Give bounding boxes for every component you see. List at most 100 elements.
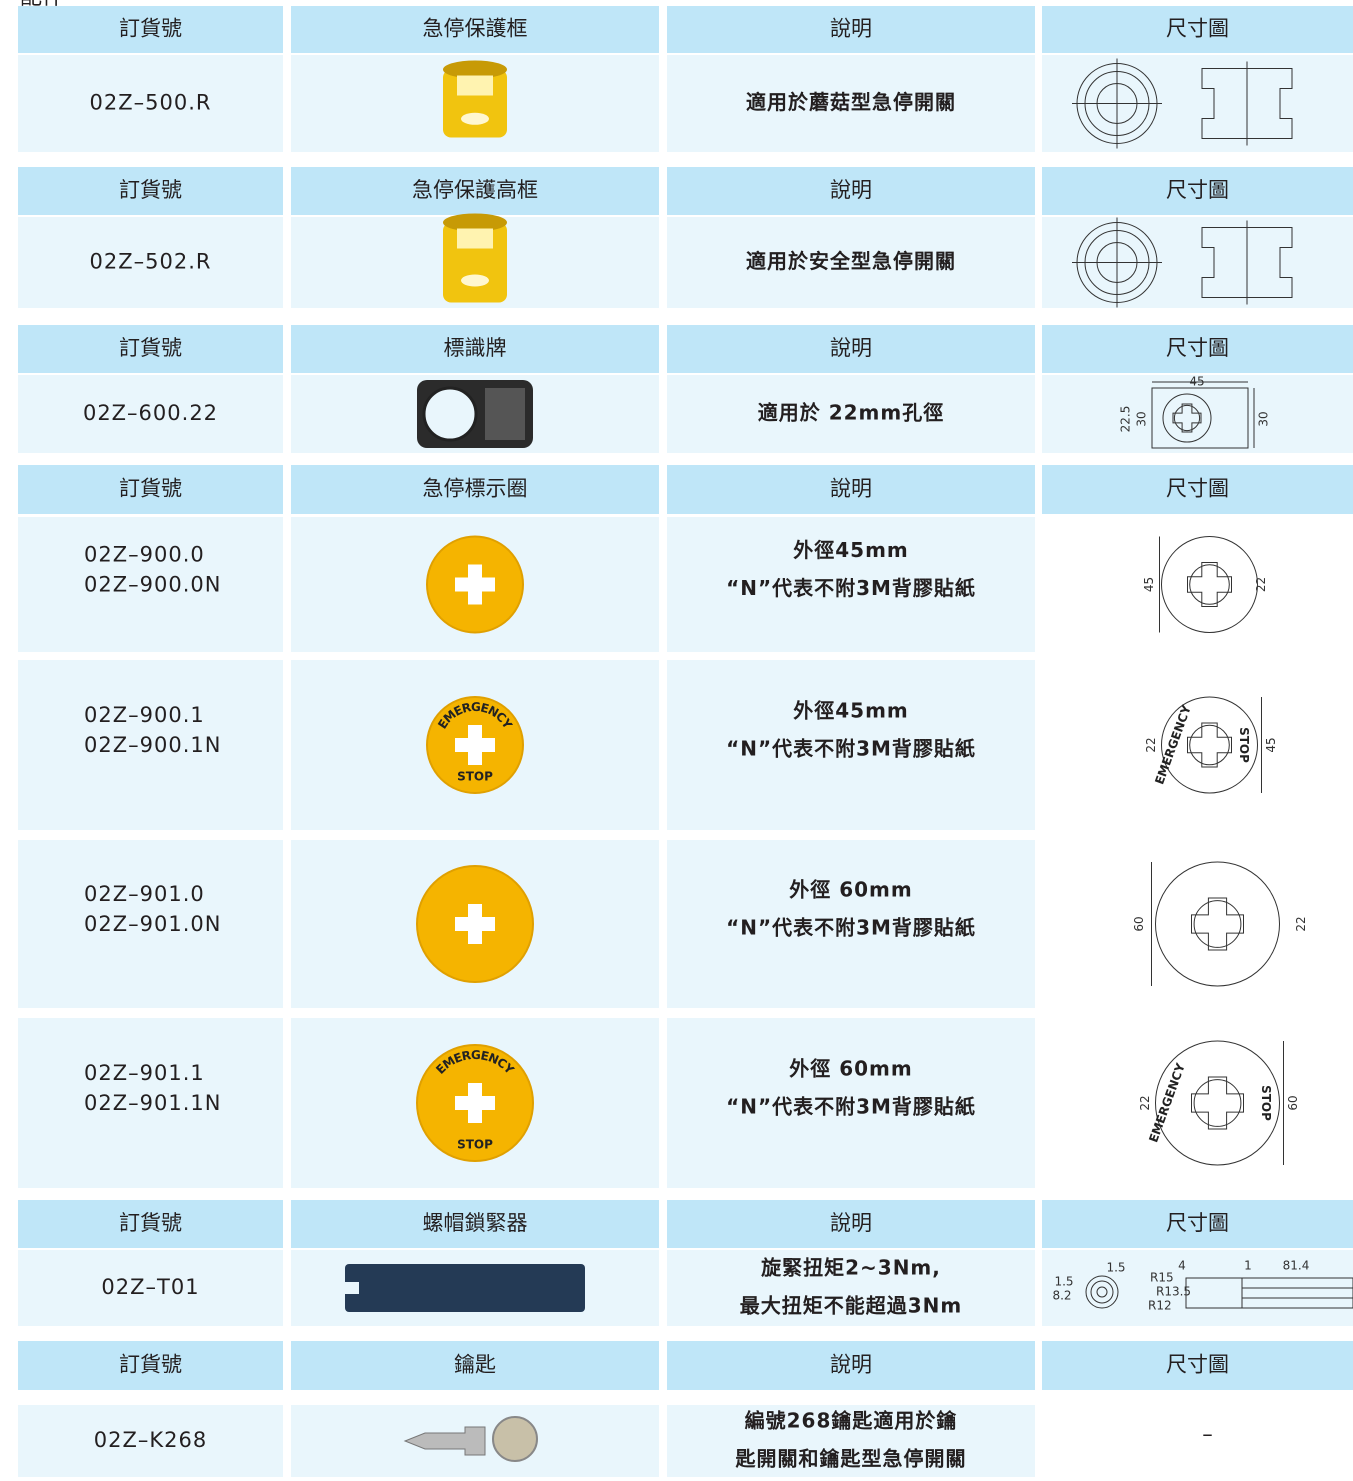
shape [1187,722,1232,768]
header-cell [1042,167,1353,215]
photo [457,75,493,96]
order-code: 02Z–900.0 [84,543,205,567]
shape [1172,403,1202,433]
photo [443,213,507,232]
drawing-text: – [1202,1422,1213,1446]
dimension-label: 8.2 [1052,1289,1071,1303]
header-text: 說明 [830,1353,872,1377]
header-cell [667,6,1035,53]
dimension-label: 1 [1244,1259,1252,1273]
description: 外徑 60mm [789,1057,912,1081]
header-text: 訂貨號 [119,178,182,202]
header-cell [291,6,659,53]
order-code: 02Z–T01 [101,1275,199,1299]
body-cell [18,1250,283,1326]
order-code: 02Z–900.1 [84,703,205,727]
shape [1161,696,1258,794]
header-cell [18,465,283,514]
header-cell [667,1200,1035,1248]
dimension-label: 22.5 [1119,406,1133,433]
shape [1189,724,1230,766]
header-text: 說明 [830,1211,872,1235]
shape [1187,562,1232,607]
body-cell [18,55,283,152]
order-code: 02Z–901.0N [84,912,221,936]
description: “N”代表不附3M背膠貼紙 [726,737,976,761]
header-cell [667,167,1035,215]
order-code: 02Z–901.0 [84,882,205,906]
header-text: 螺帽鎖緊器 [423,1211,528,1235]
header-cell [1042,1200,1353,1248]
header-text: 尺寸圖 [1166,1353,1229,1377]
header-text: 尺寸圖 [1166,336,1229,360]
body-cell [667,840,1035,1008]
header-cell [667,465,1035,514]
header-cell [667,1341,1035,1390]
body-cell [667,517,1035,652]
order-code: 02Z–901.1 [84,1061,205,1085]
header-text: 鑰匙 [454,1353,496,1377]
body-cell [667,217,1035,308]
photo-text: STOP [457,770,493,784]
shape [1173,404,1201,432]
header-cell [1042,465,1353,514]
body-cell [667,55,1035,152]
dimension-label: 4 [1178,1259,1186,1273]
description: “N”代表不附3M背膠貼紙 [726,1095,976,1119]
body-cell [18,375,283,453]
body-cell [667,1250,1035,1326]
header-cell [291,1200,659,1248]
shape [1201,68,1293,139]
photo [455,725,495,765]
order-code: 02Z–900.1N [84,733,221,757]
header-cell [291,1341,659,1390]
shape [1161,536,1258,633]
shape [1085,1275,1119,1309]
photo [455,1083,495,1123]
shape [1151,387,1249,449]
dimension-label: 60 [1132,916,1146,931]
shape [1155,861,1280,987]
dimension-label: 22 [1144,737,1158,752]
order-code: 02Z–502.R [90,250,212,274]
description: 匙開關和鑰匙型急停開關 [736,1447,967,1471]
description: 適用於安全型急停開關 [746,249,956,273]
header-text: 說明 [830,178,872,202]
order-code: 02Z–600.22 [83,401,218,425]
photo [461,274,489,287]
dimension-label: 1.5 [1106,1261,1125,1275]
header-text: 訂貨號 [119,17,182,41]
body-cell [1042,1018,1353,1188]
header-cell [18,167,283,215]
description: “N”代表不附3M背膠貼紙 [726,916,976,940]
shape [492,1416,538,1462]
order-code: 02Z–900.0N [84,573,221,597]
order-code: 02Z–500.R [90,91,212,115]
order-code: 02Z–901.1N [84,1091,221,1115]
dimension-label: 45 [1142,577,1156,592]
dimension-label: 22 [1138,1095,1152,1110]
header-text: 急停保護高框 [412,178,538,202]
body-cell [18,660,283,830]
dimension-label: STOP [1259,1085,1273,1121]
header-cell [18,325,283,373]
header-cell [18,6,283,53]
header-cell [1042,6,1353,53]
photo [443,60,507,79]
shape [1193,1079,1242,1127]
description: 最大扭矩不能超過3Nm [740,1294,963,1318]
page-title: 配件 [20,0,64,10]
body-cell [1042,660,1353,830]
body-cell [18,840,283,1008]
header-text: 說明 [830,17,872,41]
header-text: 訂貨號 [119,336,182,360]
description: 外徑 60mm [789,878,912,902]
shape [1096,1286,1108,1298]
header-text: 急停保護框 [423,17,528,41]
body-cell [1042,517,1353,652]
photo [461,112,489,125]
body-cell [18,1405,283,1477]
header-cell [667,325,1035,373]
description: 適用於 22mm孔徑 [758,401,944,425]
